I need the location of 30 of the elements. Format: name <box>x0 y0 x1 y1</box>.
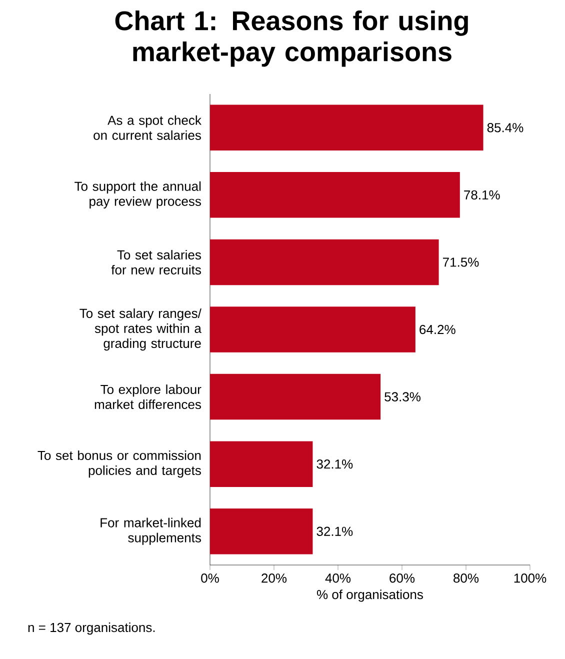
x-tick-label: 60% <box>390 574 415 583</box>
bar <box>210 172 460 218</box>
y-tick-label: To set salaries for new recruits <box>111 250 201 274</box>
x-axis-title: % of organisations <box>316 590 423 602</box>
data-label: 32.1% <box>316 459 353 469</box>
data-label: 32.1% <box>316 526 353 536</box>
data-label: 78.1% <box>464 190 500 200</box>
bar <box>210 104 484 151</box>
y-tick-label: To support the annual pay review process <box>74 181 201 208</box>
bar <box>210 508 313 554</box>
x-tick-label: 0% <box>201 574 219 583</box>
data-label: 71.5% <box>442 258 479 267</box>
y-tick-label: As a spot check on current salaries <box>94 115 202 140</box>
x-tick-label: 20% <box>262 574 287 583</box>
data-label: 64.2% <box>420 324 456 334</box>
data-label: 53.3% <box>384 392 420 402</box>
bar <box>210 374 381 420</box>
bar <box>210 306 416 352</box>
y-tick-label: To explore labour market differences <box>94 384 202 410</box>
bar <box>210 239 439 286</box>
text: n = 137 organisations. <box>28 622 155 635</box>
y-tick-label: To set salary ranges/ spot rates within a grading structure <box>80 308 202 351</box>
x-tick-label: 40% <box>325 574 351 583</box>
y-tick-label: To set bonus or commission policies and targets <box>38 450 201 478</box>
chart-title: Chart 1: Reasons for using market-pay comparisons <box>115 10 468 67</box>
bar <box>210 441 313 487</box>
data-label: 85.4% <box>487 123 524 132</box>
y-tick-label: For market-linked supplements <box>100 518 201 545</box>
x-tick-label: 100% <box>514 574 546 583</box>
x-tick-label: 80% <box>454 574 479 583</box>
